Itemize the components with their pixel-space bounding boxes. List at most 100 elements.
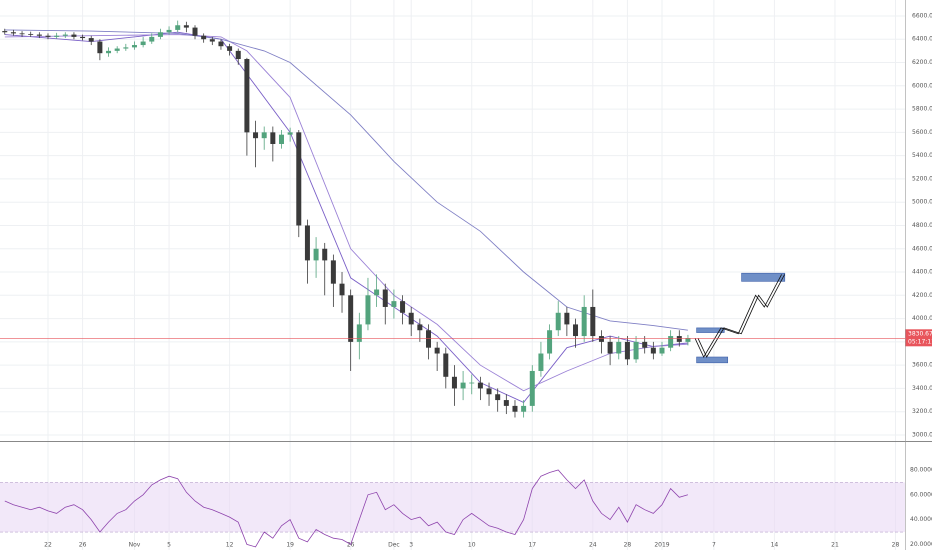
candle-body <box>573 324 579 337</box>
candle-body <box>166 29 172 33</box>
candle-body <box>278 134 284 144</box>
candle-body <box>123 47 129 49</box>
x-tick-label: Nov <box>129 542 141 549</box>
candle-body <box>19 33 25 35</box>
y-tick-label: 60.0000 <box>910 491 932 498</box>
candle-body <box>80 36 86 39</box>
x-tick-label: 22 <box>44 542 52 549</box>
moving-average <box>4 29 688 331</box>
candle-body <box>521 405 527 412</box>
candle-body <box>88 38 94 42</box>
y-tick-label: 3200.00 <box>912 408 932 415</box>
y-tick-label: 3600.00 <box>912 362 932 369</box>
candle-body <box>62 34 68 36</box>
y-tick-label: 20.0000 <box>910 541 932 548</box>
candle-body <box>131 45 137 48</box>
candle-body <box>650 347 656 354</box>
candle-body <box>564 312 570 325</box>
x-tick-label: 7 <box>712 542 716 549</box>
candle-body <box>417 324 423 331</box>
x-tick-label: 26 <box>347 542 355 549</box>
candle-body <box>175 25 181 30</box>
candle-body <box>244 59 250 133</box>
candle-body <box>460 382 466 389</box>
candle-body <box>668 336 674 348</box>
candle-body <box>54 35 60 37</box>
x-tick-label: 19 <box>286 542 294 549</box>
candle-body <box>296 132 302 226</box>
y-tick-label: 5400.00 <box>912 152 932 159</box>
y-tick-label: 4000.00 <box>912 315 932 322</box>
x-tick-label: 28 <box>892 542 900 549</box>
candle-body <box>330 260 336 284</box>
projection <box>697 274 785 358</box>
y-tick-label: 5800.00 <box>912 106 932 113</box>
target-zone <box>696 356 729 364</box>
candle-body <box>642 341 648 348</box>
x-tick-label: 10 <box>468 542 476 549</box>
candle-body <box>581 306 587 337</box>
candle-body <box>10 32 16 34</box>
candle-body <box>633 341 639 360</box>
candle-body <box>2 31 8 33</box>
countdown: 05:17:11 <box>908 338 932 345</box>
y-tick-label: 40.0000 <box>910 516 932 523</box>
candle-body <box>512 405 518 412</box>
candle-body <box>443 353 449 377</box>
candle-body <box>209 39 215 42</box>
candle-body <box>426 330 432 348</box>
target-zone <box>696 327 725 333</box>
candle-body <box>235 50 241 60</box>
candle-body <box>114 48 120 51</box>
candle-body <box>253 132 259 139</box>
candle-body <box>374 289 380 296</box>
projection <box>694 274 782 358</box>
candle-body <box>503 400 509 406</box>
price-label: 3830.67 <box>908 330 932 337</box>
x-tick-label: 2019 <box>654 542 669 549</box>
candle-body <box>348 295 354 342</box>
x-tick-label: 26 <box>79 542 87 549</box>
x-tick-label: 5 <box>167 542 171 549</box>
target-zone <box>741 272 786 282</box>
y-tick-label: 6600.00 <box>912 12 932 19</box>
candle-body <box>192 27 198 36</box>
x-tick-label: 24 <box>589 542 597 549</box>
candle-body <box>607 341 613 354</box>
x-tick-label: 12 <box>226 542 234 549</box>
candle-body <box>149 36 155 42</box>
candle-body <box>529 370 535 406</box>
y-tick-label: 4800.00 <box>912 222 932 229</box>
candle-body <box>201 35 207 40</box>
candle-body <box>313 248 319 261</box>
candle-body <box>538 353 544 371</box>
candle-body <box>616 341 622 354</box>
y-tick-label: 6000.00 <box>912 82 932 89</box>
y-tick-label: 6400.00 <box>912 36 932 43</box>
candle-body <box>356 324 362 342</box>
candle-body <box>157 32 163 37</box>
candle-body <box>400 301 406 313</box>
candle-body <box>624 341 630 360</box>
x-tick-label: 28 <box>624 542 632 549</box>
x-tick-label: 14 <box>771 542 779 549</box>
candle-body <box>685 338 691 342</box>
y-tick-label: 80.0000 <box>910 467 932 474</box>
candle-body <box>261 132 267 139</box>
candle-body <box>676 336 682 342</box>
candle-body <box>270 132 276 144</box>
candle-body <box>434 347 440 354</box>
candle-body <box>339 283 345 296</box>
candle-body <box>391 301 397 307</box>
y-tick-label: 6200.00 <box>912 59 932 66</box>
candle-body <box>71 34 77 37</box>
x-tick-label: 3 <box>409 542 413 549</box>
candle-body <box>183 25 189 28</box>
y-tick-label: 5200.00 <box>912 175 932 182</box>
candle-body <box>495 394 501 401</box>
candle-body <box>408 312 414 325</box>
candle-body <box>590 306 596 337</box>
x-tick-label: 21 <box>831 542 839 549</box>
candle-body <box>451 376 457 389</box>
